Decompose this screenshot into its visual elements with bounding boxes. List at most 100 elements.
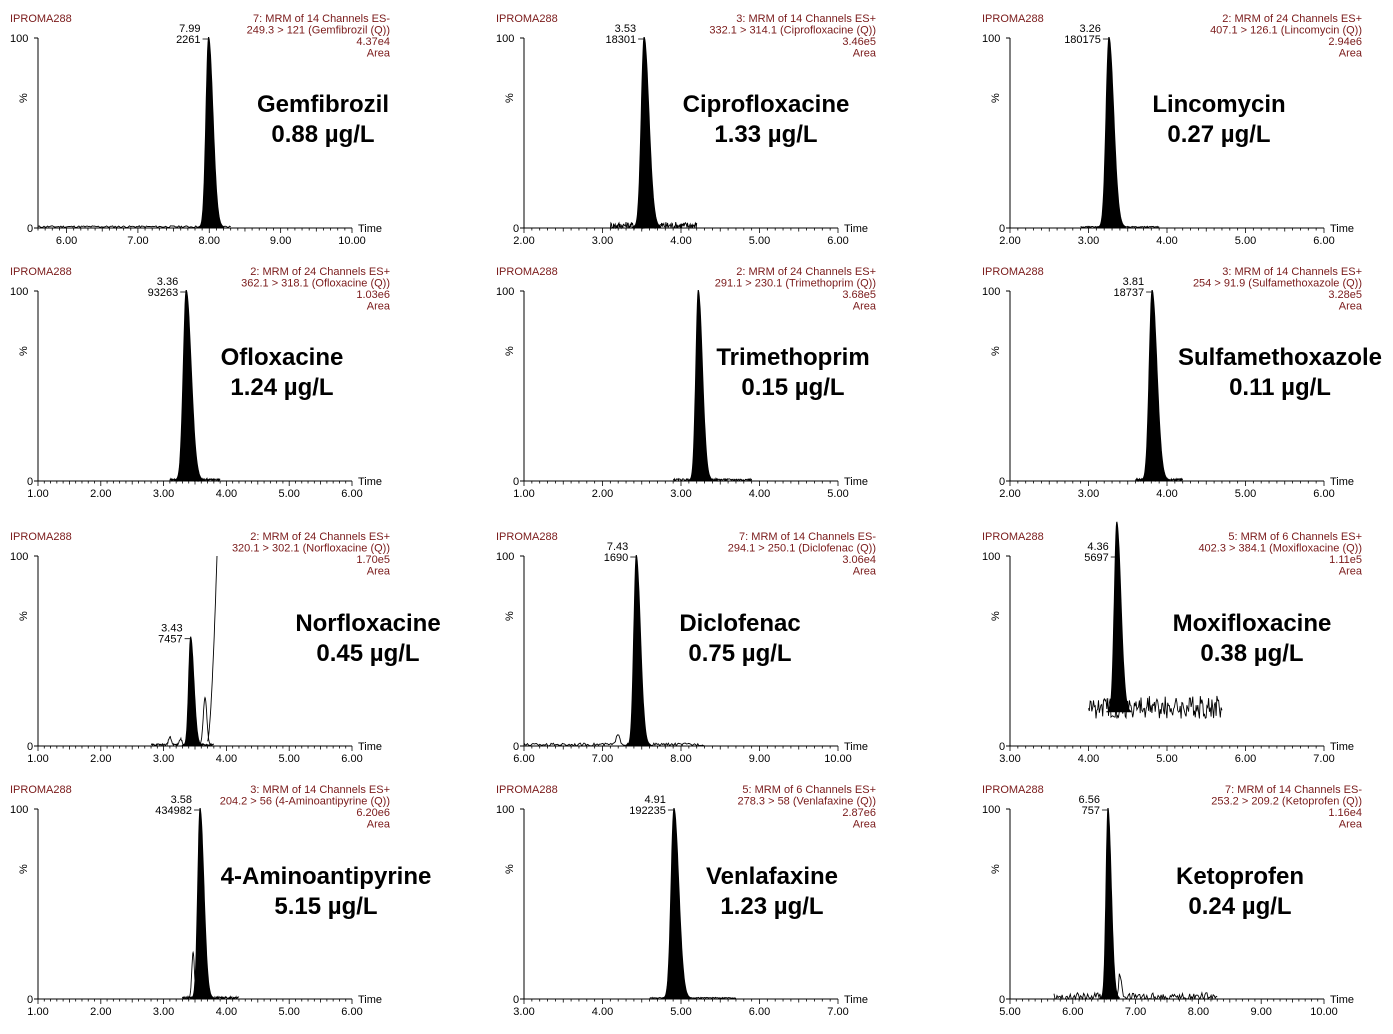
x-tick-label: 5.00 bbox=[999, 1006, 1020, 1018]
chromatogram-svg: IPROMA288 3: MRM of 14 Channels ES+204.2 … bbox=[10, 784, 391, 1018]
x-tick-label: 8.00 bbox=[199, 235, 220, 247]
compound-concentration: 0.11 µg/L bbox=[1229, 374, 1331, 401]
peak-rt-label: 7.99 bbox=[179, 23, 200, 35]
main-peak bbox=[1099, 808, 1120, 999]
x-axis-label: Time bbox=[358, 994, 382, 1006]
x-tick-label: 6.00 bbox=[341, 1006, 362, 1018]
main-peak bbox=[661, 808, 691, 999]
y-axis-label: % bbox=[18, 864, 30, 874]
y-max-label: 100 bbox=[10, 804, 28, 816]
header-line-3: Area bbox=[853, 48, 877, 60]
header-line-1: 253.2 > 209.2 (Ketoprofen (Q)) bbox=[1211, 796, 1362, 808]
sample-id: IPROMA288 bbox=[10, 13, 72, 25]
x-axis-label: Time bbox=[844, 476, 868, 488]
header-line-0: 2: MRM of 24 Channels ES+ bbox=[250, 531, 390, 543]
compound-label-block: Lincomycin 0.27 µg/L bbox=[1109, 90, 1329, 150]
chromatogram-svg: IPROMA288 5: MRM of 6 Channels ES+402.3 >… bbox=[982, 521, 1363, 765]
x-axis-label: Time bbox=[1330, 994, 1354, 1006]
header-line-0: 2: MRM of 24 Channels ES+ bbox=[736, 266, 876, 278]
x-tick-label: 5.00 bbox=[278, 488, 299, 500]
compound-concentration: 0.15 µg/L bbox=[741, 374, 845, 401]
x-tick-label: 9.00 bbox=[1250, 1006, 1271, 1018]
x-tick-label: 2.00 bbox=[592, 488, 613, 500]
y-max-label: 100 bbox=[10, 551, 28, 563]
y-axis-label: % bbox=[504, 611, 516, 621]
chromatogram-svg: IPROMA288 2: MRM of 24 Channels ES+407.1 … bbox=[982, 13, 1363, 247]
header-line-1: 332.1 > 314.1 (Ciprofloxacine (Q)) bbox=[709, 25, 876, 37]
x-tick-label: 5.00 bbox=[827, 488, 848, 500]
compound-concentration: 1.33 µg/L bbox=[714, 121, 818, 148]
chromatogram-panel-lincomycin: IPROMA288 2: MRM of 24 Channels ES+ 407.1 … bbox=[972, 8, 1393, 263]
x-tick-label: 9.00 bbox=[270, 235, 291, 247]
rising-trace bbox=[207, 555, 218, 742]
main-peak bbox=[190, 808, 214, 999]
y-axis-label: % bbox=[504, 93, 516, 103]
y-axis-label: % bbox=[990, 611, 1002, 621]
x-axis-label: Time bbox=[358, 223, 382, 235]
header-line-3: Area bbox=[367, 566, 391, 578]
header-line-2: 2.87e6 bbox=[842, 807, 876, 819]
peak-area-label: 192235 bbox=[629, 805, 666, 817]
peak-rt-label: 4.36 bbox=[1087, 541, 1108, 553]
chromatogram-panel-moxifloxacine: IPROMA288 5: MRM of 6 Channels ES+ 402.3 >… bbox=[972, 521, 1393, 781]
compound-concentration: 0.24 µg/L bbox=[1188, 893, 1292, 920]
header-line-2: 4.37e4 bbox=[356, 36, 390, 48]
main-peak bbox=[1106, 521, 1132, 713]
header-line-3: Area bbox=[1339, 819, 1363, 831]
x-tick-label: 4.00 bbox=[216, 488, 237, 500]
chromatogram-panel-venlafaxine: IPROMA288 5: MRM of 6 Channels ES+ 278.3 >… bbox=[486, 779, 950, 1034]
y-axis-label: % bbox=[990, 93, 1002, 103]
chromatogram-svg: IPROMA288 7: MRM of 14 Channels ES-294.1 … bbox=[496, 531, 877, 765]
sample-id: IPROMA288 bbox=[10, 784, 72, 796]
header-line-2: 3.46e5 bbox=[842, 36, 876, 48]
compound-concentration: 1.24 µg/L bbox=[230, 374, 334, 401]
header-line-2: 1.11e5 bbox=[1329, 554, 1362, 566]
header-line-3: Area bbox=[853, 819, 877, 831]
chromatogram-panel-sulfamethoxazole: IPROMA288 3: MRM of 14 Channels ES+ 254 > … bbox=[972, 261, 1393, 516]
x-tick-label: 4.00 bbox=[1156, 235, 1177, 247]
y-max-label: 100 bbox=[982, 286, 1000, 298]
sample-id: IPROMA288 bbox=[496, 531, 558, 543]
header-line-3: Area bbox=[853, 566, 877, 578]
x-tick-label: 4.00 bbox=[670, 235, 691, 247]
peak-area-label: 1690 bbox=[604, 552, 628, 564]
compound-label-block: Ketoprofen 0.24 µg/L bbox=[1130, 862, 1350, 922]
header-line-1: 407.1 > 126.1 (Lincomycin (Q)) bbox=[1210, 25, 1362, 37]
x-tick-label: 2.00 bbox=[90, 753, 111, 765]
x-tick-label: 3.00 bbox=[153, 753, 174, 765]
compound-label-block: Ciprofloxacine 1.33 µg/L bbox=[656, 90, 876, 150]
x-tick-label: 4.00 bbox=[592, 1006, 613, 1018]
x-axis-label: Time bbox=[844, 994, 868, 1006]
x-tick-label: 3.00 bbox=[153, 488, 174, 500]
x-tick-label: 5.00 bbox=[278, 1006, 299, 1018]
x-axis-label: Time bbox=[358, 741, 382, 753]
sample-id: IPROMA288 bbox=[496, 266, 558, 278]
peak-area-label: 18301 bbox=[606, 34, 637, 46]
sample-id: IPROMA288 bbox=[982, 13, 1044, 25]
y-max-label: 100 bbox=[10, 33, 28, 45]
x-tick-label: 7.00 bbox=[592, 753, 613, 765]
peak-rt-label: 7.43 bbox=[607, 541, 628, 553]
chromatogram-panel-diclofenac: IPROMA288 7: MRM of 14 Channels ES- 294.1 … bbox=[486, 526, 950, 781]
peak-rt-label: 3.58 bbox=[171, 794, 192, 806]
chromatogram-panel-ciprofloxacine: IPROMA288 3: MRM of 14 Channels ES+ 332.1 … bbox=[486, 8, 950, 263]
baseline-trace bbox=[523, 734, 705, 747]
header-line-3: Area bbox=[367, 301, 391, 313]
x-tick-label: 2.00 bbox=[999, 235, 1020, 247]
header-line-2: 1.03e6 bbox=[356, 289, 390, 301]
y-axis-label: % bbox=[18, 346, 30, 356]
secondary-peak bbox=[197, 696, 213, 746]
compound-name: Moxifloxacine bbox=[1172, 610, 1332, 637]
compound-concentration: 0.88 µg/L bbox=[271, 121, 375, 148]
main-peak bbox=[631, 37, 661, 228]
x-tick-label: 8.00 bbox=[670, 753, 691, 765]
y-min-label: 0 bbox=[999, 741, 1005, 753]
x-tick-label: 6.00 bbox=[513, 753, 534, 765]
x-tick-label: 3.00 bbox=[592, 235, 613, 247]
header-line-2: 1.70e5 bbox=[356, 554, 390, 566]
chromatogram-svg: IPROMA288 7: MRM of 14 Channels ES-249.3 … bbox=[10, 13, 391, 247]
x-tick-label: 6.00 bbox=[1235, 753, 1256, 765]
x-tick-label: 10.00 bbox=[338, 235, 366, 247]
compound-label-block: Diclofenac 0.75 µg/L bbox=[630, 609, 850, 669]
chromatogram-svg: IPROMA288 7: MRM of 14 Channels ES-253.2 … bbox=[982, 784, 1363, 1018]
